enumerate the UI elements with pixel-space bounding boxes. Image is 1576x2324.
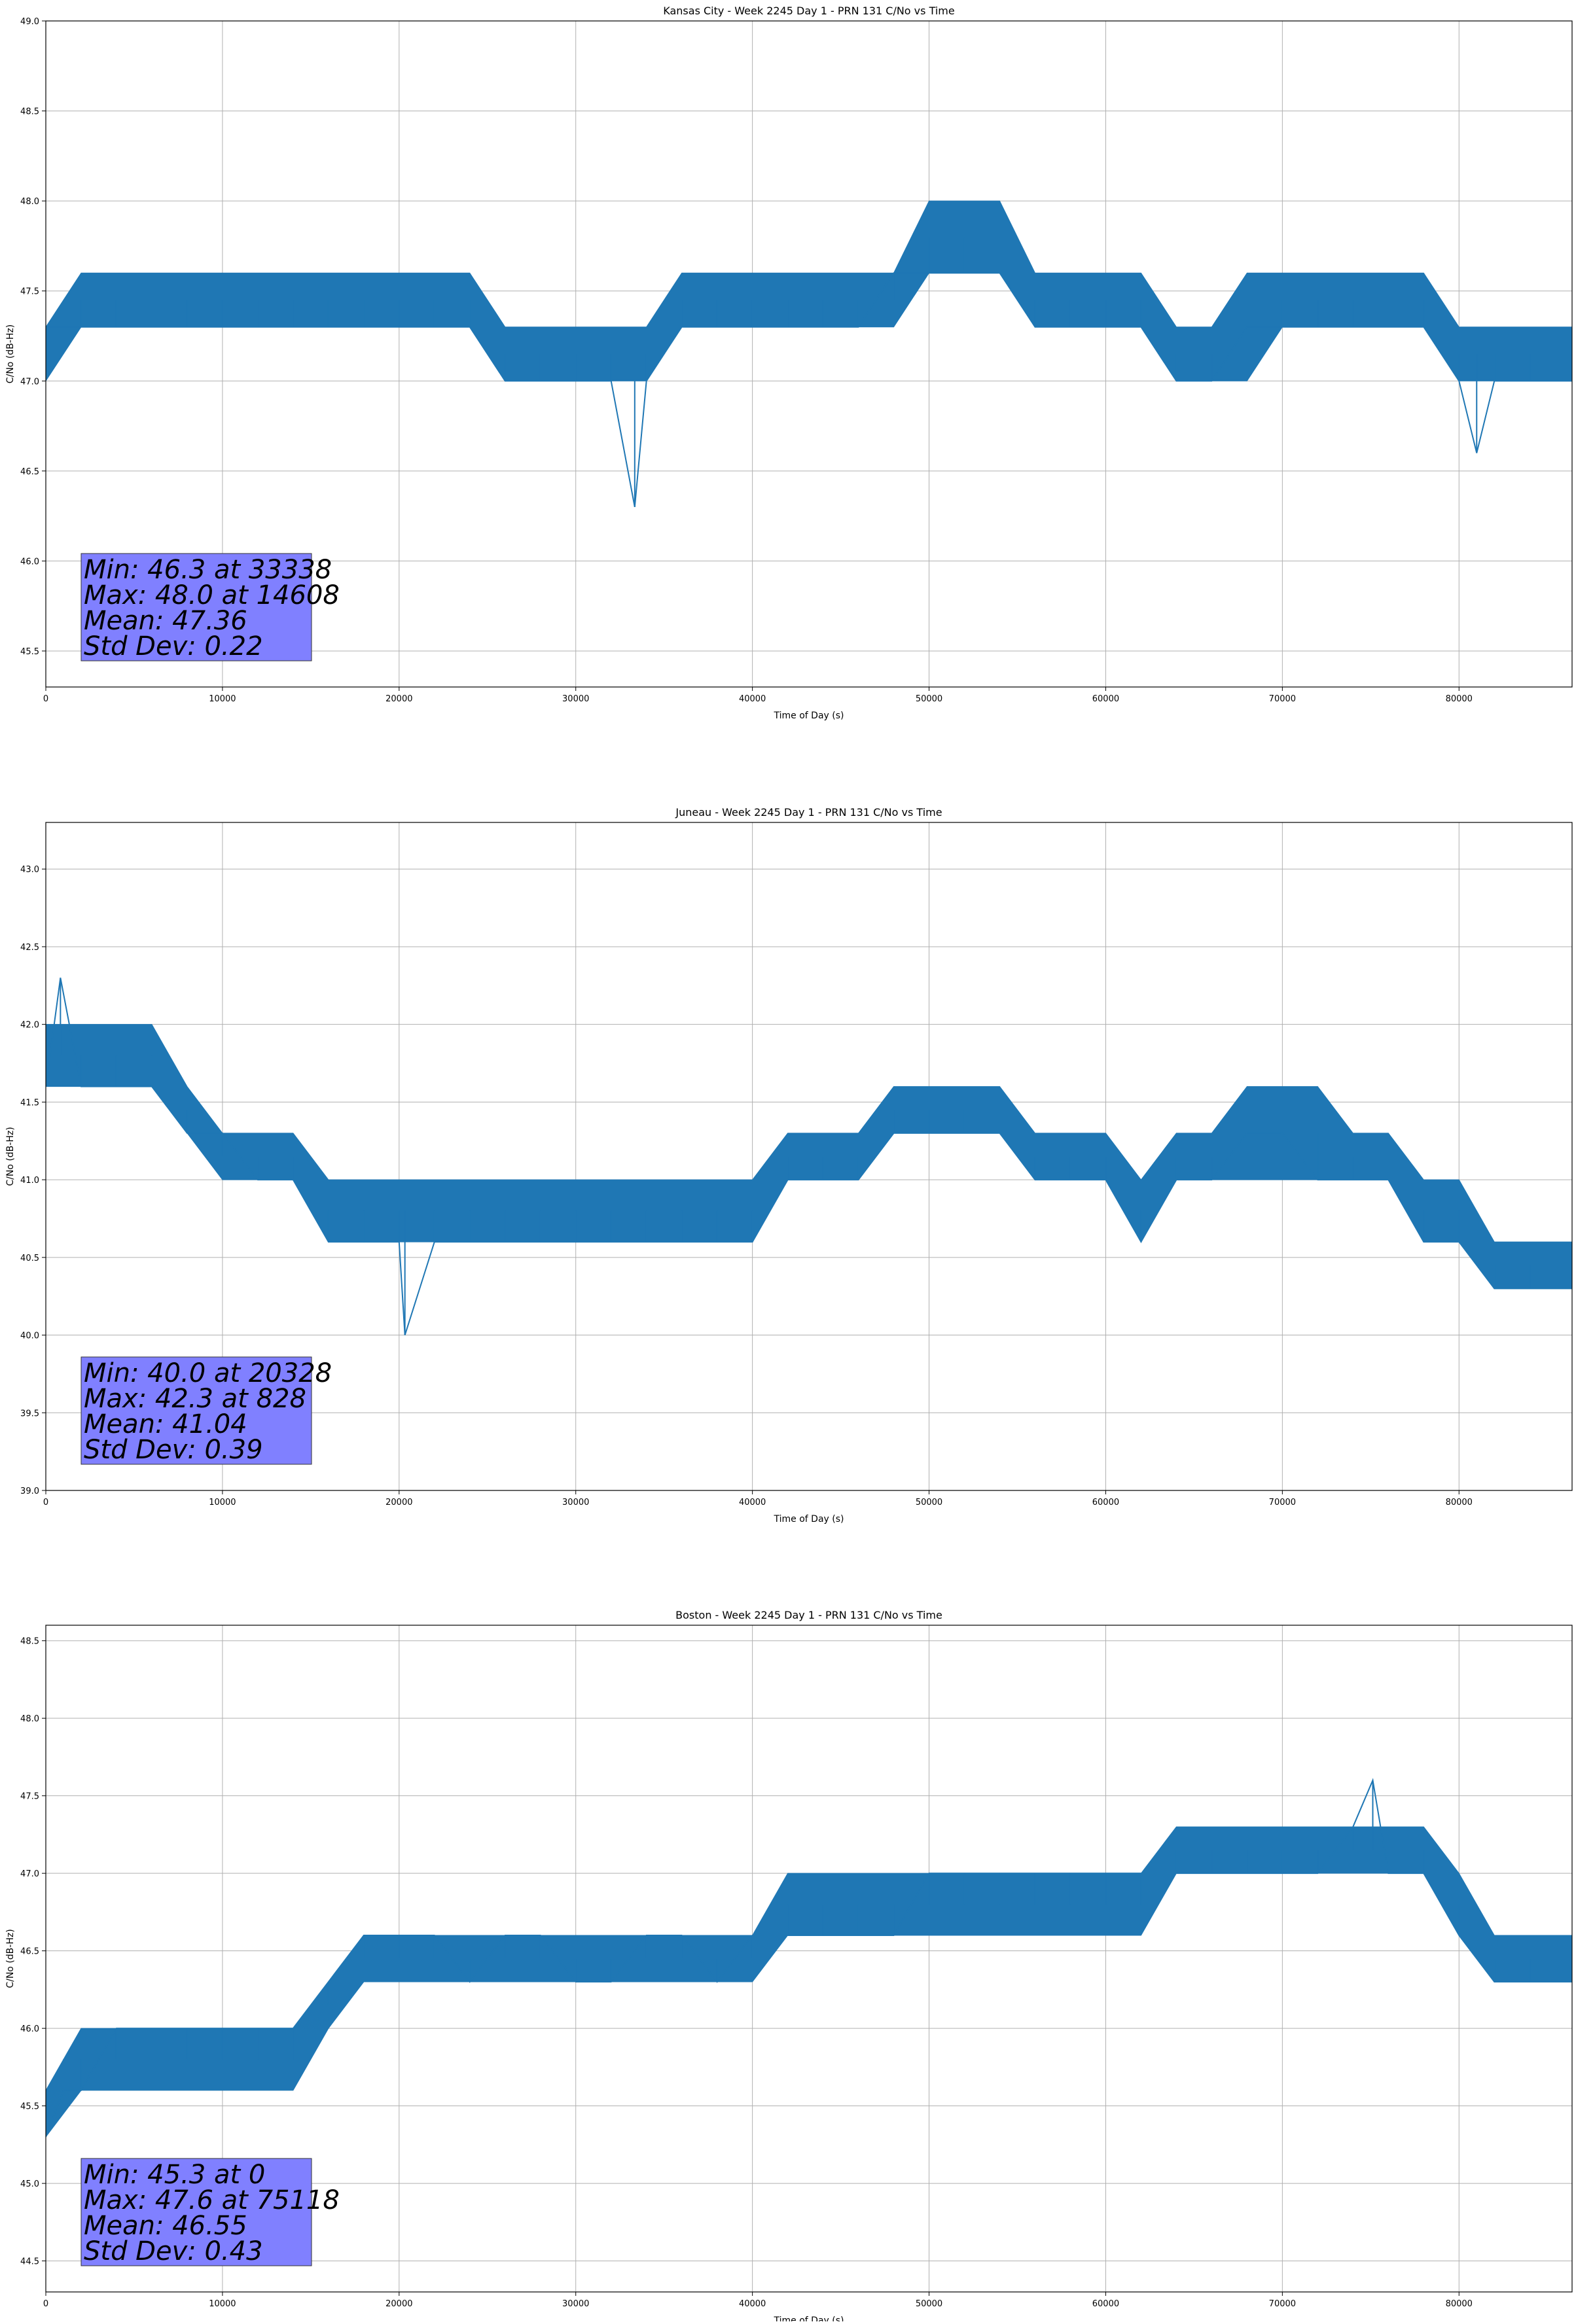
y-tick-label: 41.0 — [20, 1176, 39, 1186]
axes-frame — [45, 822, 1573, 1491]
y-tick-label: 46.0 — [20, 557, 39, 567]
y-tick-label: 46.5 — [20, 467, 39, 477]
stats-line: Min: 46.3 at 33338 — [84, 555, 332, 585]
y-tick-label: 48.5 — [20, 1637, 39, 1647]
x-axis-label: Time of Day (s) — [774, 2315, 844, 2321]
x-tick-label: 30000 — [562, 1498, 589, 1507]
stats-line: Max: 47.6 at 75118 — [84, 2185, 340, 2215]
series-group — [46, 1778, 1572, 2138]
chart-title: Boston - Week 2245 Day 1 - PRN 131 C/No … — [675, 1609, 942, 1621]
stats-line: Mean: 47.36 — [84, 606, 247, 636]
x-tick-label: 30000 — [562, 2299, 589, 2309]
x-tick-label: 70000 — [1269, 694, 1296, 704]
axes-frame — [45, 20, 1573, 688]
x-tick-label: 20000 — [385, 2299, 412, 2309]
y-tick-label: 47.5 — [20, 1792, 39, 1802]
stats-line: Std Dev: 0.39 — [84, 1435, 263, 1465]
stats-line: Max: 42.3 at 828 — [84, 1384, 306, 1414]
y-tick-label: 46.0 — [20, 2024, 39, 2034]
y-tick-label: 48.0 — [20, 1714, 39, 1724]
x-tick-label: 40000 — [739, 1498, 766, 1507]
x-tick-label: 70000 — [1269, 2299, 1296, 2309]
chart-title: Juneau - Week 2245 Day 1 - PRN 131 C/No … — [675, 806, 942, 819]
y-axis-label: C/No (dB-Hz) — [5, 1127, 16, 1186]
chart-title: Kansas City - Week 2245 Day 1 - PRN 131 … — [663, 5, 954, 17]
y-axis-label: C/No (dB-Hz) — [5, 1929, 16, 1988]
y-tick-label: 48.5 — [20, 107, 39, 117]
y-tick-label: 46.5 — [20, 1947, 39, 1957]
series-band — [46, 1024, 1572, 1289]
y-tick-label: 39.5 — [20, 1409, 39, 1418]
stats-line: Std Dev: 0.22 — [84, 631, 263, 661]
y-tick-label: 44.5 — [20, 2257, 39, 2267]
x-tick-label: 60000 — [1092, 1498, 1119, 1507]
x-tick-label: 20000 — [385, 1498, 412, 1507]
x-tick-label: 70000 — [1269, 1498, 1296, 1507]
y-tick-label: 45.0 — [20, 2179, 39, 2189]
x-tick-label: 80000 — [1446, 1498, 1473, 1507]
y-tick-label: 40.5 — [20, 1254, 39, 1263]
y-tick-label: 42.0 — [20, 1021, 39, 1030]
x-tick-label: 50000 — [916, 694, 942, 704]
x-tick-label: 10000 — [209, 694, 236, 704]
x-tick-label: 80000 — [1446, 694, 1473, 704]
series-group — [46, 977, 1572, 1335]
x-tick-label: 0 — [43, 2299, 48, 2309]
chart-boston: Boston - Week 2245 Day 1 - PRN 131 C/No … — [5, 1609, 1573, 2324]
y-tick-label: 42.5 — [20, 943, 39, 953]
y-tick-label: 47.0 — [20, 377, 39, 387]
stats-box — [81, 553, 312, 661]
x-tick-label: 30000 — [562, 694, 589, 704]
x-tick-label: 60000 — [1092, 2299, 1119, 2309]
axes-frame — [45, 1625, 1573, 2293]
series-group — [46, 200, 1572, 508]
x-tick-label: 10000 — [209, 1498, 236, 1507]
y-tick-label: 47.0 — [20, 1869, 39, 1879]
x-tick-label: 0 — [43, 1498, 48, 1507]
series-line — [46, 977, 1572, 1335]
x-tick-label: 50000 — [916, 2299, 942, 2309]
series-band — [46, 200, 1572, 382]
stats-line: Max: 48.0 at 14608 — [84, 580, 340, 610]
y-tick-label: 40.0 — [20, 1331, 39, 1341]
stats-box — [81, 2158, 312, 2266]
y-axis-label: C/No (dB-Hz) — [5, 325, 16, 383]
x-tick-label: 20000 — [385, 694, 412, 704]
x-tick-label: 50000 — [916, 1498, 942, 1507]
y-tick-label: 45.5 — [20, 2102, 39, 2112]
x-tick-label: 0 — [43, 694, 48, 704]
chart-juneau: Juneau - Week 2245 Day 1 - PRN 131 C/No … — [5, 806, 1573, 1524]
series-line — [46, 272, 1572, 508]
y-tick-label: 49.0 — [20, 17, 39, 27]
x-tick-label: 40000 — [739, 694, 766, 704]
series-band — [46, 1826, 1572, 2138]
x-axis-label: Time of Day (s) — [774, 711, 844, 721]
y-tick-label: 45.5 — [20, 647, 39, 657]
x-axis-label: Time of Day (s) — [774, 1514, 844, 1524]
stats-line: Mean: 46.55 — [84, 2211, 247, 2241]
stats-line: Min: 45.3 at 0 — [84, 2160, 265, 2190]
stats-line: Min: 40.0 at 20328 — [84, 1358, 332, 1388]
x-tick-label: 60000 — [1092, 694, 1119, 704]
stats-line: Std Dev: 0.43 — [84, 2236, 263, 2266]
y-tick-label: 48.0 — [20, 197, 39, 207]
y-tick-label: 39.0 — [20, 1487, 39, 1496]
y-tick-label: 43.0 — [20, 865, 39, 875]
y-tick-label: 41.5 — [20, 1098, 39, 1108]
x-tick-label: 80000 — [1446, 2299, 1473, 2309]
y-tick-label: 47.5 — [20, 287, 39, 297]
stats-box — [81, 1356, 312, 1465]
stats-line: Mean: 41.04 — [84, 1409, 247, 1439]
chart-kansas-city: Kansas City - Week 2245 Day 1 - PRN 131 … — [5, 5, 1573, 721]
x-tick-label: 10000 — [209, 2299, 236, 2309]
x-tick-label: 40000 — [739, 2299, 766, 2309]
series-line — [46, 1778, 1572, 2138]
